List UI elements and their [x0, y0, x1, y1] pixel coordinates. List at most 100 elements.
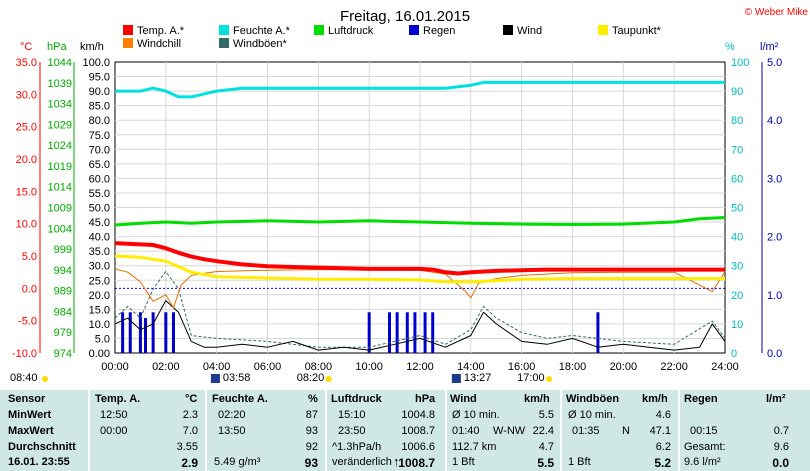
- x-tick-label: 00:00: [101, 361, 129, 373]
- pressure-tick-label: 1014: [48, 182, 72, 194]
- avg-press-value: 1006.6: [401, 441, 435, 453]
- current-gust-value: 5.2: [654, 456, 671, 470]
- max-hum-time: 13:50: [218, 425, 246, 437]
- max-wind-value: 22.4: [532, 425, 554, 437]
- rain-bar: [151, 312, 155, 353]
- rain-bar: [128, 312, 132, 353]
- wind-tick-label: 50.0: [89, 203, 110, 215]
- wind-tick-label: 0.00: [89, 348, 110, 360]
- rain-bar: [395, 312, 399, 353]
- wind-tick-label: 20.0: [89, 290, 110, 302]
- pressure-tick-label: 1029: [48, 119, 72, 131]
- pressure-tick-label: 1004: [48, 223, 72, 235]
- humidity-tick-label: 0: [731, 348, 737, 360]
- header-temp: Temp. A.: [95, 393, 141, 405]
- humidity-tick-label: 30: [731, 261, 743, 273]
- plot-area: [114, 80, 726, 353]
- max-rain-time: 00:15: [690, 425, 718, 437]
- x-tick-label: 20:00: [610, 361, 638, 373]
- current-press-value: 1008.7: [398, 456, 435, 470]
- y-axes: 35.0 30.0 25.0 20.0 15.0 10.0 5.0 0.0 -5.0 -10.0 1…: [12, 57, 782, 360]
- header-wind: Wind: [450, 393, 477, 405]
- legend-swatch: [219, 25, 229, 35]
- legend-label: Wind: [517, 25, 542, 37]
- axis-units: °C hPa km/h% l/m²: [20, 41, 779, 53]
- max-wind-time: 01:40: [452, 425, 480, 437]
- header-hum: Feuchte A.: [212, 393, 268, 405]
- header-rain-unit: l/m²: [766, 393, 786, 405]
- moonset-icon: [451, 374, 461, 383]
- row-avg-label: Durchschnitt: [8, 441, 76, 453]
- legend-label: Regen: [423, 25, 455, 37]
- min-hum-value: 87: [305, 409, 318, 421]
- x-tick-label: 08:00: [305, 361, 333, 373]
- wind-tick-label: 25.0: [89, 275, 110, 287]
- avg-press-trend: ^1.3hPa/h: [332, 441, 382, 453]
- x-tick-label: 06:00: [254, 361, 282, 373]
- wind-tick-label: 75.0: [89, 130, 110, 142]
- temp-tick-label: 30.0: [16, 89, 37, 101]
- temp-tick-label: 0.0: [22, 283, 37, 295]
- rain-bar: [144, 318, 147, 353]
- humidity-tick-label: 60: [731, 173, 743, 185]
- current-wind-beaufort: 1 Bft: [452, 456, 475, 468]
- sunset-icon: [546, 376, 553, 382]
- wind-tick-label: 60.0: [89, 173, 110, 185]
- min-temp-value: 2.3: [182, 409, 198, 421]
- copyright-label: © Weber Mike: [745, 7, 809, 18]
- current-rain-total: 9.6 l/m²: [684, 456, 721, 468]
- header-rain: Regen: [684, 393, 718, 405]
- x-tick-label: 16:00: [508, 361, 536, 373]
- avg-rain-value: 9.6: [773, 441, 789, 453]
- rain-tick-label: 5.0: [767, 57, 782, 69]
- temp-tick-label: 15.0: [16, 186, 37, 198]
- pressure-tick-label: 994: [54, 265, 72, 277]
- chart-title: Freitag, 16.01.2015: [340, 8, 470, 25]
- pressure-axis-unit: hPa: [47, 41, 67, 53]
- row-current-label: 16.01. 23:55: [8, 456, 70, 468]
- wind-tick-label: 70.0: [89, 144, 110, 156]
- wind-tick-label: 100.0: [82, 57, 110, 69]
- current-abs-humidity: 5.49 g/m³: [214, 456, 261, 468]
- humidity-tick-label: 80: [731, 115, 743, 127]
- humidity-tick-label: 20: [731, 290, 743, 302]
- x-tick-label: 24:00: [711, 361, 739, 373]
- sunset-time: 17:00: [517, 372, 545, 384]
- min-gust-value: 4.6: [655, 409, 671, 421]
- pressure-tick-label: 1039: [48, 78, 72, 90]
- max-temp-time: 00:00: [100, 425, 128, 437]
- temp-tick-label: -10.0: [12, 348, 37, 360]
- wind-tick-label: 90.0: [89, 86, 110, 98]
- rain-bar: [431, 312, 435, 353]
- wind-tick-label: 30.0: [89, 261, 110, 273]
- temp-axis-unit: °C: [20, 41, 32, 53]
- avg-rain-label: Gesamt:: [684, 441, 726, 453]
- wind-tick-label: 5.0: [95, 333, 110, 345]
- max-gust-direction: N: [622, 425, 630, 437]
- rain-bar: [423, 312, 427, 353]
- max-gust-time: 01:35: [572, 425, 600, 437]
- x-tick-label: 10:00: [355, 361, 383, 373]
- sunrise-icon: [325, 376, 332, 382]
- legend-swatch: [503, 25, 513, 35]
- rain-bar: [388, 312, 391, 353]
- header-temp-unit: °C: [185, 393, 198, 405]
- wind-tick-label: 35.0: [89, 246, 110, 258]
- header-gust: Windböen: [566, 393, 620, 405]
- trend-up-arrow-icon: ↑: [393, 454, 400, 469]
- humidity-axis-unit: %: [725, 41, 735, 53]
- pressure-tick-label: 1019: [48, 161, 72, 173]
- max-temp-value: 7.0: [182, 425, 198, 437]
- row-max-label: MaxWert: [8, 425, 54, 437]
- sun-icon: [42, 376, 48, 382]
- rain-tick-label: 0.0: [767, 348, 782, 360]
- pressure-tick-label: 989: [54, 286, 72, 298]
- legend-swatch: [314, 25, 324, 35]
- wind-tick-label: 10.0: [89, 319, 110, 331]
- wind-tick-label: 65.0: [89, 159, 110, 171]
- max-press-value: 1008.7: [401, 425, 435, 437]
- rain-bar: [413, 312, 417, 353]
- sunrise-label: 08:40: [10, 372, 38, 384]
- humidity-tick-label: 10: [731, 319, 743, 331]
- pressure-tick-label: 999: [54, 244, 72, 256]
